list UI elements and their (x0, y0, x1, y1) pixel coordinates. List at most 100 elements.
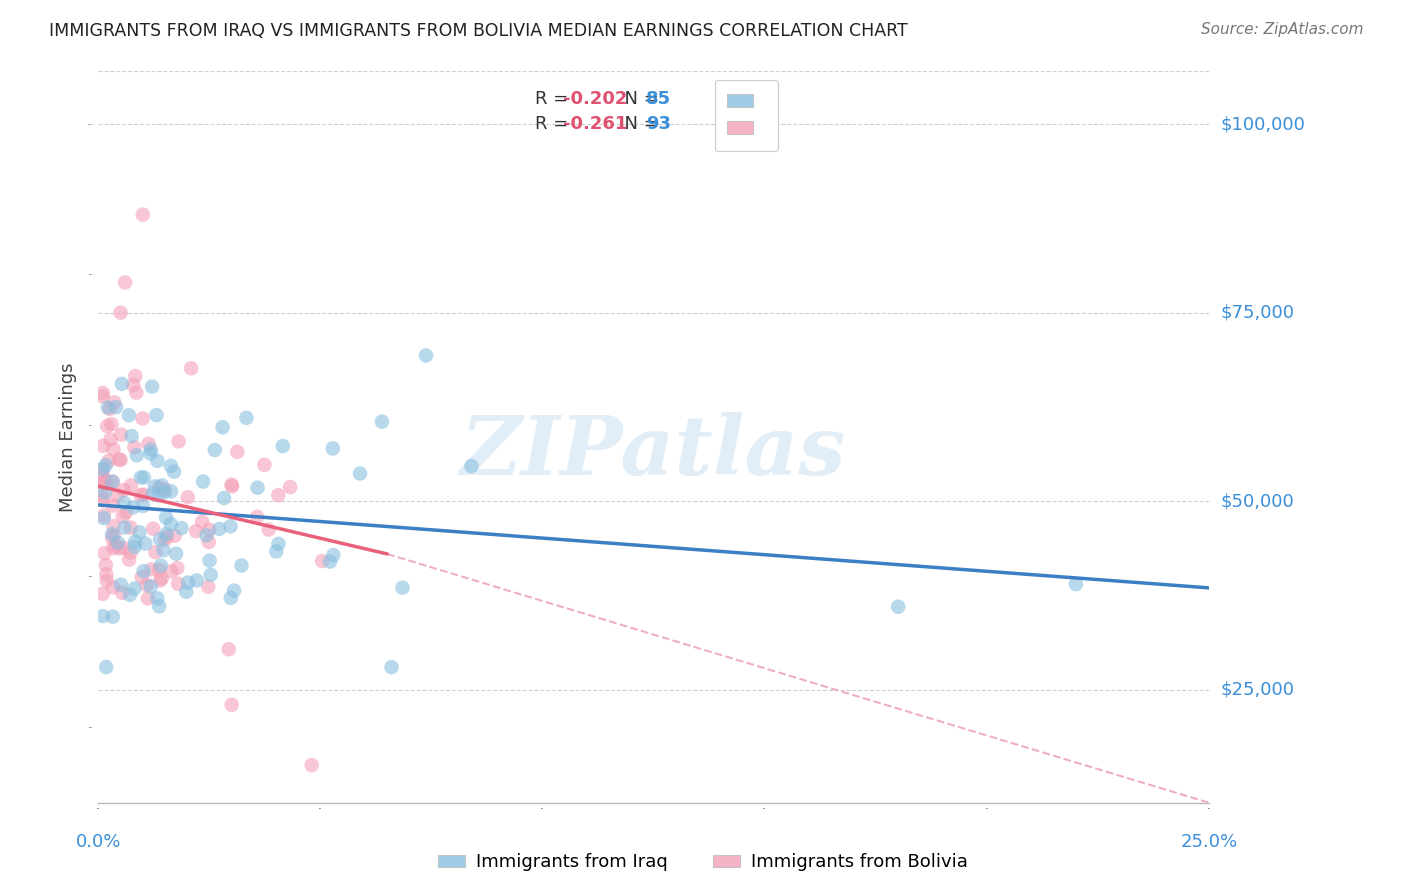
Text: 0.0%: 0.0% (76, 833, 121, 851)
Point (118, 409, 141, 423)
Point (211, 420, 233, 434)
Point (371, 415, 394, 429)
Point (163, 465, 186, 479)
Point (155, 510, 177, 524)
Point (96, 660, 118, 674)
Text: R =: R = (534, 90, 574, 108)
Point (146, 454, 169, 468)
Point (91, 462, 114, 476)
Point (218, 642, 240, 657)
Point (101, 609, 124, 624)
Text: $50,000: $50,000 (1220, 492, 1294, 510)
Point (93, 508, 115, 523)
Point (271, 439, 294, 453)
Point (110, 453, 132, 467)
Point (94, 558, 117, 573)
Point (148, 563, 170, 577)
Point (101, 580, 124, 594)
Point (122, 378, 145, 392)
Point (267, 488, 290, 502)
Point (91, 493, 114, 508)
Point (246, 481, 269, 495)
Point (96, 567, 118, 582)
Point (107, 535, 129, 549)
Point (132, 470, 155, 484)
Point (131, 411, 153, 425)
Point (221, 479, 243, 493)
Point (93, 511, 115, 525)
Point (91, 587, 114, 601)
Point (101, 499, 124, 513)
Point (221, 698, 243, 712)
Point (415, 348, 437, 362)
Text: 85: 85 (645, 90, 671, 108)
Text: -0.261: -0.261 (562, 115, 627, 133)
Point (112, 541, 135, 555)
Point (96, 474, 118, 488)
Point (180, 361, 202, 376)
Point (103, 519, 125, 533)
Text: 93: 93 (645, 115, 671, 133)
Point (131, 570, 153, 584)
Point (311, 554, 333, 568)
Point (145, 408, 167, 422)
Point (142, 486, 165, 500)
Point (91, 470, 114, 484)
Point (96, 419, 118, 434)
Point (1064, 577, 1087, 591)
Point (319, 555, 342, 569)
Point (165, 547, 187, 561)
Point (98, 401, 121, 416)
Point (143, 479, 166, 493)
Point (91, 488, 114, 502)
Point (197, 580, 219, 594)
Point (156, 530, 179, 544)
Point (93, 546, 115, 560)
Point (160, 484, 183, 499)
Point (322, 548, 344, 562)
Point (186, 574, 208, 588)
Text: ZIPatlas: ZIPatlas (461, 412, 846, 491)
Point (128, 525, 150, 540)
Point (101, 475, 124, 489)
Point (96, 574, 118, 588)
Point (91, 609, 114, 624)
Point (204, 442, 226, 457)
Text: $75,000: $75,000 (1220, 303, 1295, 322)
Point (160, 565, 183, 579)
Point (94, 458, 117, 472)
Legend: Immigrants from Iraq, Immigrants from Bolivia: Immigrants from Iraq, Immigrants from Bo… (432, 847, 974, 879)
Point (103, 442, 125, 457)
Text: N =: N = (613, 115, 664, 133)
Point (150, 478, 173, 492)
Point (120, 478, 142, 492)
Point (141, 379, 163, 393)
Point (124, 440, 146, 454)
Text: $25,000: $25,000 (1220, 681, 1295, 698)
Point (138, 437, 160, 451)
Point (120, 520, 142, 534)
Point (167, 576, 190, 591)
Point (112, 496, 135, 510)
Point (97, 401, 120, 415)
Point (177, 575, 200, 590)
Point (174, 584, 197, 599)
Point (195, 528, 218, 542)
Point (122, 500, 145, 515)
Point (112, 483, 135, 497)
Point (322, 442, 344, 456)
Point (110, 306, 132, 320)
Point (121, 429, 143, 443)
Point (222, 583, 245, 598)
Point (114, 520, 136, 534)
Point (191, 475, 214, 489)
Point (170, 521, 193, 535)
Point (129, 488, 152, 502)
Point (111, 376, 134, 391)
Point (146, 591, 169, 606)
Point (124, 369, 146, 384)
Point (118, 588, 141, 602)
Point (145, 545, 167, 559)
Point (219, 519, 242, 533)
Point (101, 531, 124, 545)
